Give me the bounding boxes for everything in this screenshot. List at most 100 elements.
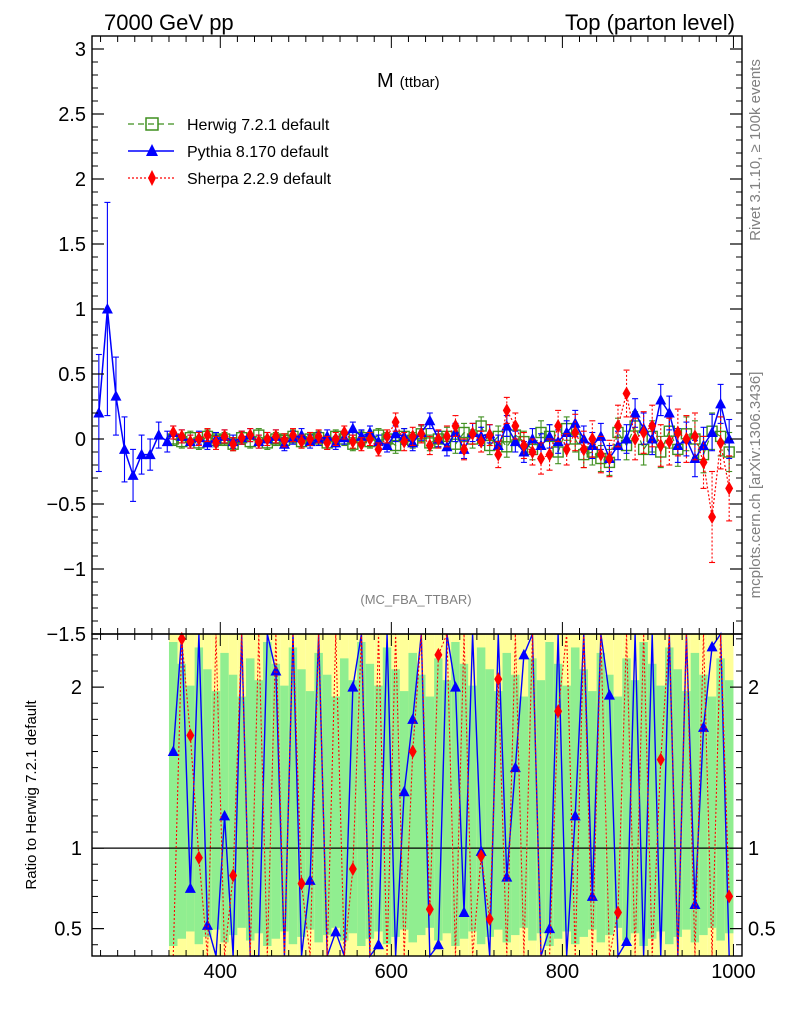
axis-ticks: −1.5 −1 −0.5 0 0.5 1 1.5 2 2.5 3 400 600 800 1000 0.5 0… xyxy=(47,36,776,983)
marker-triangle xyxy=(167,745,179,757)
band-green xyxy=(596,652,606,943)
band-green xyxy=(493,691,503,930)
main-ytick-label: 2 xyxy=(75,169,86,191)
marker-diamond xyxy=(357,437,366,452)
marker-diamond xyxy=(323,435,332,450)
band-green xyxy=(562,685,571,932)
marker-diamond xyxy=(485,428,494,443)
marker-diamond xyxy=(613,419,622,433)
marker-diamond xyxy=(562,442,571,457)
marker-diamond xyxy=(374,442,383,457)
marker-triangle xyxy=(136,448,148,460)
band-green xyxy=(168,642,178,946)
ratio-series-sherpa xyxy=(172,631,734,957)
marker-triangle xyxy=(119,443,130,454)
band-green xyxy=(468,685,477,932)
marker-diamond xyxy=(177,429,186,444)
marker-triangle xyxy=(219,809,231,821)
marker-diamond xyxy=(656,752,665,767)
band-green xyxy=(348,680,358,934)
series-pythia xyxy=(93,201,735,502)
band-green xyxy=(365,663,375,939)
marker-diamond xyxy=(280,433,289,448)
ratio-ytick-label-right: 0.5 xyxy=(748,919,776,941)
band-green xyxy=(716,658,725,941)
marker-diamond xyxy=(613,905,622,920)
marker-diamond xyxy=(220,429,229,444)
main-ytick-label: −1.5 xyxy=(47,624,86,646)
marker-diamond xyxy=(485,911,494,926)
marker-diamond xyxy=(656,438,665,453)
marker-diamond xyxy=(519,438,528,453)
marker-diamond xyxy=(177,631,186,646)
marker-diamond xyxy=(229,437,238,452)
marker-diamond xyxy=(425,902,434,917)
band-green xyxy=(391,669,400,937)
marker-diamond xyxy=(477,434,486,449)
marker-diamond xyxy=(314,429,323,444)
marker-triangle xyxy=(355,430,367,441)
band-green xyxy=(451,642,460,946)
band-green xyxy=(588,691,597,930)
main-ytick-label: 3 xyxy=(75,39,86,61)
marker-diamond xyxy=(203,428,212,443)
marker-triangle xyxy=(296,429,308,440)
marker-diamond xyxy=(725,481,734,496)
legend-herwig-label: Herwig 7.2.1 default xyxy=(187,117,330,134)
main-ytick-label: 1.5 xyxy=(58,234,86,256)
band-green xyxy=(228,674,238,936)
band-green xyxy=(203,669,212,937)
band-green xyxy=(647,663,657,939)
marker-triangle xyxy=(153,429,165,440)
marker-triangle xyxy=(390,427,402,439)
main-ytick-label: −1 xyxy=(63,559,86,581)
band-green xyxy=(724,680,734,934)
legend-sherpa-marker xyxy=(148,170,156,186)
mcplots-label: mcplots.cern.ch [arXiv:1306.3436] xyxy=(747,372,764,599)
marker-triangle xyxy=(270,665,282,676)
marker-triangle xyxy=(492,439,504,450)
marker-diamond xyxy=(400,434,409,449)
legend-pythia-marker xyxy=(146,144,158,156)
marker-diamond xyxy=(288,428,297,443)
marker-diamond xyxy=(348,862,357,877)
band-green xyxy=(630,680,640,934)
marker-diamond xyxy=(468,426,477,441)
series-sherpa xyxy=(169,369,734,564)
marker-diamond xyxy=(297,434,306,449)
band-green xyxy=(280,685,289,932)
marker-diamond xyxy=(682,432,691,446)
marker-triangle xyxy=(347,681,359,692)
marker-diamond xyxy=(631,432,640,446)
marker-triangle xyxy=(424,414,436,426)
marker-triangle xyxy=(544,922,556,934)
marker-triangle xyxy=(689,452,701,463)
marker-triangle xyxy=(127,469,139,480)
ratio-ytick-label-right: 2 xyxy=(748,677,759,699)
main-ytick-label: 0 xyxy=(75,429,86,451)
marker-diamond xyxy=(194,850,203,865)
marker-diamond xyxy=(708,510,717,524)
marker-diamond xyxy=(246,428,255,443)
band-green xyxy=(639,642,648,946)
marker-triangle xyxy=(689,898,701,909)
band-green xyxy=(665,647,674,945)
marker-triangle xyxy=(201,919,213,930)
marker-diamond xyxy=(254,434,263,449)
plot-title-sub: (ttbar) xyxy=(400,74,440,91)
band-green xyxy=(511,674,520,936)
legend-herwig-marker xyxy=(145,117,159,131)
marker-triangle xyxy=(321,430,333,441)
marker-diamond xyxy=(186,728,195,743)
band-green xyxy=(536,680,546,934)
legend: Herwig 7.2.1 default Pythia 8.170 defaul… xyxy=(128,117,332,188)
band-green xyxy=(322,674,332,936)
marker-triangle xyxy=(595,430,607,441)
band-green xyxy=(699,674,708,936)
band-green xyxy=(194,647,204,945)
legend-entry-pythia: Pythia 8.170 default xyxy=(128,144,329,161)
band-green xyxy=(425,696,435,928)
band-green xyxy=(382,647,392,945)
marker-triangle xyxy=(612,439,624,450)
